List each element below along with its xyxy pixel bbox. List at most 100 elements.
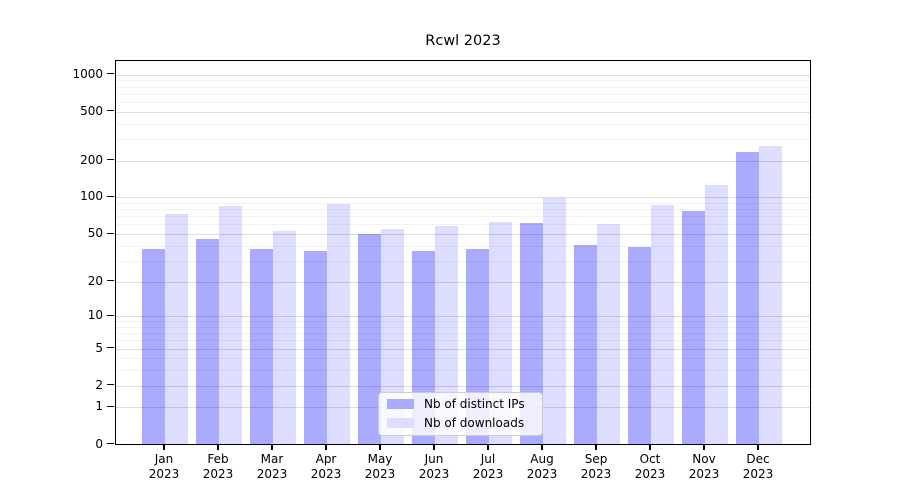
legend-item-downloads: Nb of downloads <box>387 415 534 431</box>
x-tick-month-jan: Jan <box>154 452 174 466</box>
x-tick-month-mar: Mar <box>260 452 284 466</box>
y-tick-label-10: 10 <box>87 308 103 323</box>
x-tick-month-apr: Apr <box>315 452 337 466</box>
y-tick-mark-1000 <box>107 73 114 75</box>
x-tick-label-jun: Jun 2023 <box>404 452 464 481</box>
x-tick-label-jul: Jul 2023 <box>458 452 518 481</box>
bar-downloads-9 <box>651 204 674 444</box>
x-tick-month-jun: Jun <box>424 452 444 466</box>
x-tick-mark-sep <box>595 445 597 450</box>
bar-ips-4 <box>358 233 381 444</box>
bar-downloads-10 <box>705 185 728 444</box>
x-tick-label-apr: Apr 2023 <box>296 452 356 481</box>
x-tick-year-dec: 2023 <box>742 466 774 481</box>
x-tick-label-aug: Aug 2023 <box>512 452 572 481</box>
x-tick-label-sep: Sep 2023 <box>566 452 626 481</box>
bar-downloads-8 <box>597 223 620 444</box>
minor-gridline-600 <box>116 101 810 103</box>
y-tick-mark-100 <box>107 195 114 198</box>
y-tick-label-50: 50 <box>87 226 103 240</box>
x-tick-year-may: 2023 <box>364 466 396 481</box>
x-tick-year-aug: 2023 <box>526 466 558 481</box>
x-tick-month-oct: Oct <box>639 452 661 466</box>
x-tick-mark-feb <box>217 445 219 450</box>
x-tick-mark-jul <box>487 445 489 450</box>
y-tick-mark-2 <box>107 384 114 386</box>
bar-ips-0 <box>142 249 165 444</box>
x-tick-month-jul: Jul <box>480 452 496 466</box>
bar-downloads-11 <box>759 146 782 444</box>
chart-title: Rcwl 2023 <box>425 33 501 49</box>
bar-ips-7 <box>520 223 543 444</box>
y-tick-label-500: 500 <box>80 103 103 118</box>
x-tick-year-jun: 2023 <box>418 466 450 481</box>
legend-item-distinct-ips: Nb of distinct IPs <box>387 396 534 412</box>
bar-downloads-0 <box>165 213 188 444</box>
x-tick-label-feb: Feb 2023 <box>188 452 248 481</box>
x-tick-mark-oct <box>649 445 651 450</box>
x-tick-year-mar: 2023 <box>256 466 288 481</box>
x-tick-mark-aug <box>541 445 543 450</box>
minor-gridline-300 <box>116 138 810 140</box>
y-tick-mark-5 <box>107 347 114 349</box>
x-tick-year-feb: 2023 <box>202 466 234 481</box>
x-tick-year-oct: 2023 <box>634 466 666 481</box>
bar-ips-1 <box>196 239 219 444</box>
x-tick-mark-nov <box>703 445 705 450</box>
legend: Nb of distinct IPs Nb of downloads <box>378 391 543 436</box>
y-tick-mark-20 <box>107 280 114 282</box>
bar-ips-11 <box>736 152 759 444</box>
x-tick-year-nov: 2023 <box>688 466 720 481</box>
y-tick-mark-200 <box>107 159 114 161</box>
major-gridline-1000 <box>116 74 810 76</box>
x-tick-month-aug: Aug <box>530 452 554 466</box>
x-tick-month-sep: Sep <box>584 452 608 466</box>
y-tick-mark-1 <box>107 405 114 408</box>
y-tick-label-200: 200 <box>80 152 103 167</box>
bar-downloads-2 <box>273 231 296 444</box>
y-tick-mark-0 <box>107 443 114 445</box>
y-tick-label-0: 0 <box>95 436 103 451</box>
x-tick-year-jan: 2023 <box>148 466 180 481</box>
bar-downloads-5 <box>435 225 458 444</box>
legend-swatch-distinct-ips <box>387 399 414 409</box>
bar-downloads-4 <box>381 229 404 444</box>
x-tick-year-sep: 2023 <box>580 466 612 481</box>
x-tick-mark-apr <box>325 445 327 450</box>
bar-downloads-7 <box>543 197 566 444</box>
y-tick-label-1000: 1000 <box>72 66 103 81</box>
bar-ips-9 <box>628 246 651 444</box>
bar-ips-3 <box>304 250 327 444</box>
y-tick-mark-50 <box>107 232 114 234</box>
major-gridline-200 <box>116 160 810 162</box>
x-tick-month-nov: Nov <box>692 452 716 466</box>
major-gridline-500 <box>116 111 810 113</box>
x-tick-label-may: May 2023 <box>350 452 410 481</box>
legend-label-downloads: Nb of downloads <box>424 416 525 430</box>
bar-downloads-6 <box>489 222 512 444</box>
x-tick-mark-jun <box>433 445 435 450</box>
y-tick-label-5: 5 <box>95 340 103 355</box>
x-tick-mark-dec <box>757 445 759 450</box>
x-tick-mark-jan <box>163 445 165 450</box>
legend-swatch-downloads <box>387 418 414 428</box>
plot-area: Nb of distinct IPs Nb of downloads <box>115 59 811 445</box>
x-tick-year-apr: 2023 <box>310 466 342 481</box>
bar-ips-8 <box>574 245 597 444</box>
bar-downloads-1 <box>219 205 242 444</box>
x-tick-month-dec: Dec <box>746 452 770 466</box>
minor-gridline-400 <box>116 123 810 125</box>
minor-gridline-900 <box>116 80 810 82</box>
y-tick-label-2: 2 <box>95 377 103 392</box>
x-tick-label-mar: Mar 2023 <box>242 452 302 481</box>
bar-ips-2 <box>250 249 273 444</box>
y-tick-label-20: 20 <box>87 273 103 288</box>
bar-downloads-3 <box>327 204 350 444</box>
bar-ips-10 <box>682 210 705 444</box>
x-tick-year-jul: 2023 <box>472 466 504 481</box>
legend-label-distinct-ips: Nb of distinct IPs <box>424 397 525 411</box>
x-tick-label-oct: Oct 2023 <box>620 452 680 481</box>
x-tick-label-jan: Jan 2023 <box>134 452 194 481</box>
x-tick-month-may: May <box>367 452 393 466</box>
